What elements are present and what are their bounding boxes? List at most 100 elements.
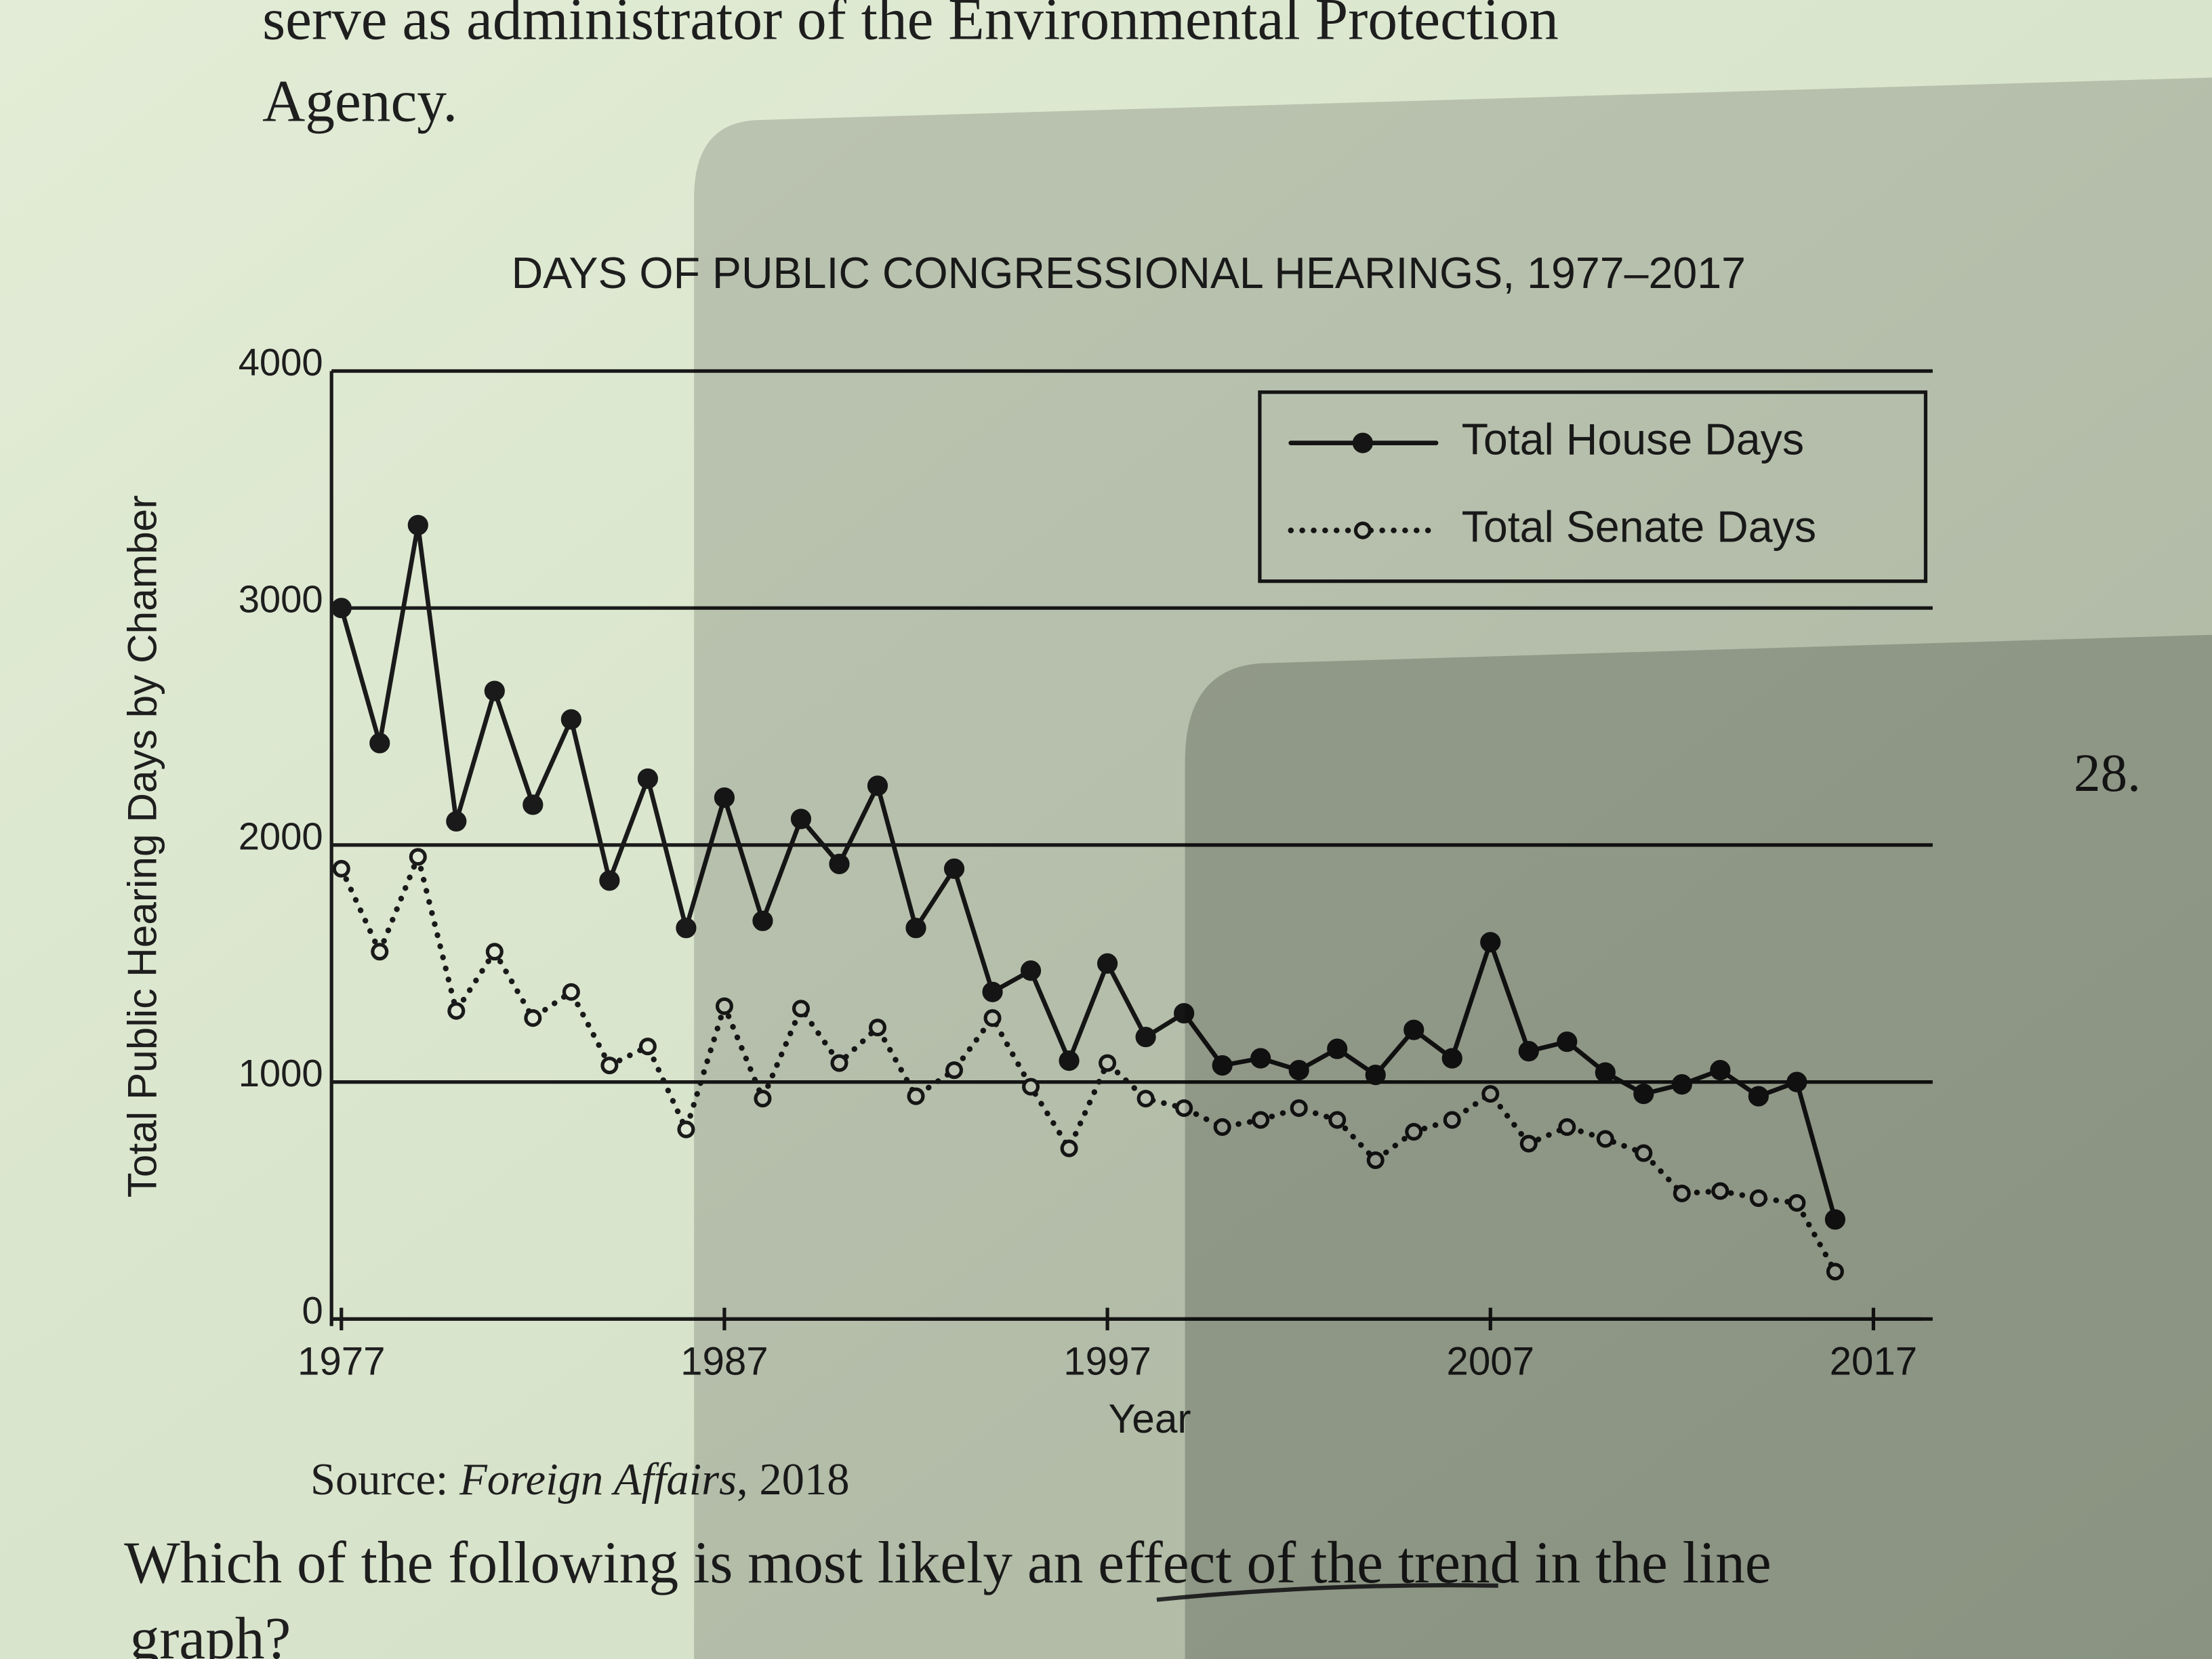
point	[1059, 1050, 1080, 1071]
point	[484, 680, 505, 701]
y-tick-label: 1000	[239, 1052, 323, 1094]
point	[332, 859, 350, 878]
y-tick-label: 2000	[239, 815, 323, 857]
point	[1097, 953, 1118, 974]
point	[1250, 1048, 1271, 1069]
point	[676, 918, 697, 939]
legend-marker	[1352, 432, 1373, 453]
point	[792, 1000, 810, 1018]
point	[1710, 1060, 1731, 1081]
point	[1480, 932, 1501, 953]
point	[637, 768, 658, 790]
point	[446, 811, 467, 832]
point	[1558, 1118, 1576, 1136]
point	[1252, 1111, 1270, 1129]
x-tick-label: 1987	[680, 1339, 769, 1383]
point	[1557, 1031, 1578, 1052]
point	[752, 910, 773, 931]
y-tick-label: 0	[302, 1289, 323, 1332]
point	[1673, 1184, 1691, 1202]
x-tick-label: 1977	[298, 1339, 386, 1383]
point	[868, 1019, 886, 1037]
point	[560, 709, 581, 730]
point	[1288, 1060, 1309, 1081]
point	[1633, 1084, 1654, 1105]
point	[907, 1087, 925, 1105]
point	[1441, 1048, 1462, 1069]
point	[945, 1061, 964, 1080]
point	[1135, 1027, 1156, 1048]
point	[790, 808, 812, 830]
point	[1060, 1139, 1078, 1158]
point	[830, 1054, 848, 1072]
point	[1022, 1078, 1040, 1096]
legend-label: Total House Days	[1462, 415, 1805, 464]
point	[905, 918, 926, 939]
y-tick-label: 4000	[239, 341, 323, 384]
point	[1788, 1193, 1806, 1212]
y-axis-label: Total Public Hearing Days by Chamber	[119, 495, 165, 1198]
plot: 0 1000 2000 3000 4000 1977 1987 1997 2007 2017 Tot…	[239, 341, 1933, 1383]
point	[754, 1090, 772, 1108]
point	[867, 775, 888, 796]
point	[371, 943, 389, 961]
point	[1635, 1144, 1653, 1162]
legend-label: Total Senate Days	[1462, 503, 1817, 552]
point	[983, 1009, 1002, 1027]
point	[829, 853, 850, 874]
point	[715, 997, 733, 1015]
point	[1595, 1062, 1616, 1083]
point	[1174, 1003, 1195, 1024]
point	[1786, 1071, 1807, 1092]
point	[1020, 960, 1042, 981]
point	[1405, 1123, 1423, 1141]
point	[407, 514, 428, 535]
point	[1175, 1099, 1193, 1118]
intro-text: Agency.	[262, 68, 457, 134]
point	[1481, 1085, 1500, 1103]
point	[1824, 1209, 1845, 1230]
point	[1748, 1086, 1769, 1107]
point	[1366, 1151, 1385, 1170]
x-axis-label: Year	[1109, 1395, 1191, 1441]
point	[485, 943, 504, 961]
y-tick-label: 3000	[239, 578, 323, 621]
point	[1711, 1182, 1729, 1200]
point	[1749, 1189, 1767, 1207]
legend-box	[1258, 390, 1928, 583]
point	[1519, 1134, 1538, 1153]
question-text: Which of the following is most likely an…	[124, 1530, 1771, 1595]
point	[409, 848, 427, 866]
source-year: , 2018	[737, 1455, 850, 1504]
point	[447, 1002, 466, 1020]
point	[600, 1057, 619, 1075]
x-tick-label: 1997	[1063, 1339, 1151, 1383]
point	[1328, 1111, 1347, 1129]
point	[1826, 1263, 1844, 1281]
source-title: Foreign Affairs	[459, 1455, 737, 1504]
point	[1596, 1130, 1614, 1148]
point	[1365, 1065, 1386, 1086]
point	[1212, 1055, 1233, 1076]
question-number: 28.	[2074, 744, 2141, 803]
point	[331, 598, 352, 619]
intro-text: serve as administrator of the Environmen…	[262, 0, 1559, 52]
source: Source: Foreign Affairs, 2018	[310, 1455, 850, 1504]
legend-marker	[1353, 521, 1372, 539]
point	[599, 870, 620, 891]
point	[1136, 1090, 1155, 1108]
point	[1518, 1041, 1539, 1062]
point	[982, 981, 1003, 1002]
point	[1404, 1019, 1425, 1040]
point	[1671, 1074, 1692, 1095]
pen-underline	[1156, 1583, 1498, 1602]
chart-title: DAYS OF PUBLIC CONGRESSIONAL HEARINGS, 1…	[512, 249, 1746, 298]
point	[1213, 1118, 1231, 1136]
x-tick-label: 2017	[1830, 1339, 1918, 1383]
point	[1327, 1038, 1348, 1059]
point	[1099, 1054, 1117, 1072]
question-text: graph?	[130, 1605, 291, 1659]
